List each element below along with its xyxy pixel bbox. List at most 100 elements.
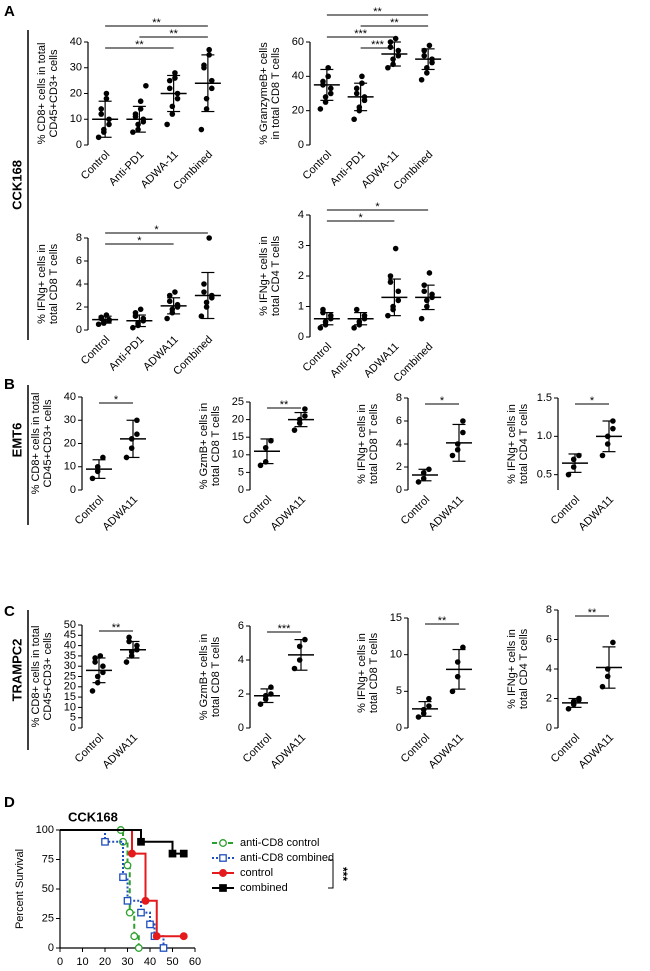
data-point <box>94 673 101 680</box>
y-tick-label: 5 <box>70 712 76 724</box>
y-tick-label: 20 <box>292 105 304 117</box>
data-point <box>604 673 611 680</box>
x-tick-label: Control <box>241 732 275 766</box>
data-point <box>421 288 428 295</box>
data-point <box>449 452 456 459</box>
marker <box>137 908 145 917</box>
significance-label: * <box>440 395 445 407</box>
y-tick-label: 0 <box>76 324 82 336</box>
y-axis-label: % CD8+ cells in total <box>30 626 42 728</box>
data-point <box>103 312 110 318</box>
y-axis-label: total CD4 T cells <box>518 628 530 709</box>
data-point <box>198 126 205 133</box>
x-tick-label: Anti-PD1 <box>107 334 147 374</box>
x-tick-label: Control <box>79 149 113 183</box>
y-axis-label: % CD8+ cells in total <box>36 43 48 145</box>
data-point <box>208 77 215 84</box>
data-point <box>172 75 178 81</box>
data-point <box>103 95 110 102</box>
legend-label: anti-CD8 combined <box>240 852 334 864</box>
y-axis-label: % GranzymeB+ cells <box>258 42 270 145</box>
y-axis-label: % IFNg+ cells in <box>506 404 518 484</box>
y-axis-label: CD45+CD3+ cells <box>48 49 60 138</box>
data-point <box>353 85 360 92</box>
significance-label: * <box>114 394 119 406</box>
data-point <box>317 106 324 112</box>
y-tick-label: 0 <box>76 139 82 151</box>
y-tick-label: 25 <box>42 912 54 924</box>
y-tick-label: 50 <box>42 883 54 895</box>
y-axis-label: CD45+CD3+ cells <box>42 399 54 488</box>
y-tick-label: 20 <box>70 87 82 99</box>
row-label: CCK168 <box>9 160 24 210</box>
y-tick-label: 0 <box>396 722 402 734</box>
marker <box>159 944 168 952</box>
x-tick-label: 0 <box>57 956 63 968</box>
x-tick-label: ADWA11 <box>101 732 141 772</box>
marker <box>141 896 150 905</box>
data-point <box>570 456 577 463</box>
data-point <box>460 418 466 424</box>
y-tick-label: 4 <box>238 654 244 666</box>
data-point <box>322 318 329 325</box>
data-point <box>166 298 173 305</box>
data-point <box>97 653 104 659</box>
y-tick-label: 4 <box>546 663 552 675</box>
y-tick-label: 45 <box>64 629 76 641</box>
data-point <box>95 321 102 328</box>
data-point <box>198 313 205 320</box>
data-point <box>322 94 329 100</box>
data-point <box>327 312 334 319</box>
significance-label: * <box>154 224 159 236</box>
y-tick-label: 0 <box>238 484 244 496</box>
data-point <box>415 714 422 720</box>
y-axis-label: % IFNg+ cells in <box>356 404 368 484</box>
y-tick-label: 5 <box>238 466 244 478</box>
significance-label: * <box>137 235 142 247</box>
data-point <box>126 634 132 641</box>
marker <box>134 944 143 952</box>
data-point <box>164 315 170 322</box>
data-point <box>395 47 402 54</box>
y-tick-label: 0 <box>546 722 552 734</box>
y-tick-label: 6 <box>76 255 82 267</box>
data-point <box>415 479 422 485</box>
significance-label: *** <box>278 623 292 635</box>
data-point <box>460 429 466 436</box>
data-point <box>454 673 461 680</box>
data-point <box>206 46 212 53</box>
y-tick-label: 100 <box>36 824 54 836</box>
data-point <box>137 98 144 105</box>
data-point <box>92 659 98 665</box>
x-tick-label: ADWA11 <box>269 494 309 534</box>
data-point <box>206 235 212 241</box>
x-tick-label: Control <box>549 494 583 528</box>
x-tick-label: 50 <box>166 956 178 968</box>
y-tick-label: 2 <box>546 692 552 704</box>
data-point <box>101 126 107 133</box>
data-point <box>426 270 433 276</box>
y-tick-label: 2 <box>396 461 402 473</box>
data-point <box>327 90 334 97</box>
y-tick-label: 40 <box>64 391 76 403</box>
data-point <box>137 306 144 313</box>
data-point <box>351 116 357 123</box>
data-point <box>172 70 178 76</box>
y-axis-label: % GzmB+ cells in <box>198 634 210 721</box>
data-point <box>418 76 425 83</box>
y-axis-label: % IFNg+ cells in <box>258 236 270 316</box>
data-point <box>201 289 207 295</box>
y-tick-label: 0 <box>298 331 304 343</box>
data-point <box>169 306 176 313</box>
y-axis-label: total CD8 T cells <box>210 636 222 717</box>
data-point <box>421 52 428 59</box>
y-tick-label: 75 <box>42 853 54 865</box>
marker <box>179 849 188 858</box>
data-point <box>353 90 360 97</box>
marker <box>128 849 136 858</box>
x-tick-label: Anti-PD1 <box>328 341 368 381</box>
panel-letter: A <box>4 3 15 20</box>
data-point <box>570 464 577 470</box>
data-point <box>353 306 360 313</box>
